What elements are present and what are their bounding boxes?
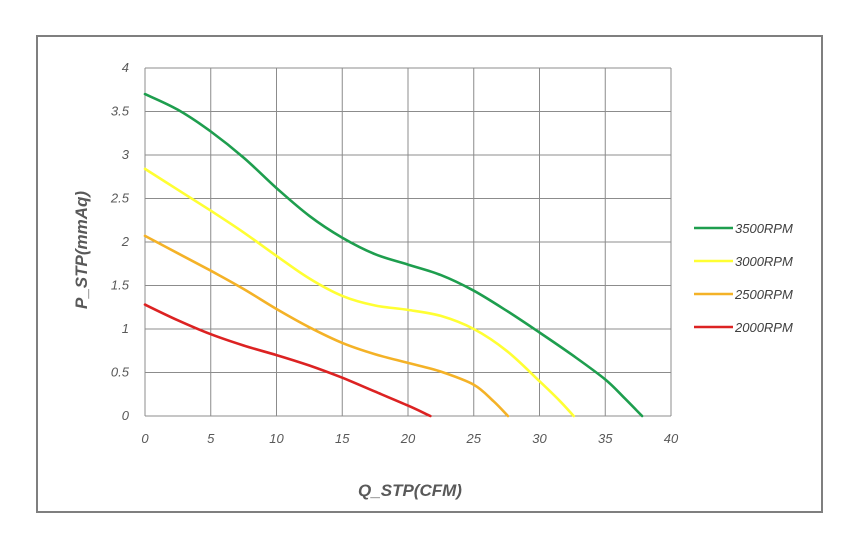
series-lines: [143, 92, 644, 418]
y-tick-label: 3.5: [111, 104, 130, 119]
y-tick-label: 1: [122, 321, 129, 336]
y-tick-label: 3: [122, 147, 130, 162]
x-tick-label: 40: [664, 431, 679, 446]
x-tick-label: 0: [141, 431, 149, 446]
series-line-3500rpm: [143, 92, 644, 418]
legend-label: 2000RPM: [734, 320, 793, 335]
y-tick-label: 1.5: [111, 278, 130, 293]
x-axis-title: Q_STP(CFM): [358, 481, 462, 500]
x-tick-label: 15: [335, 431, 350, 446]
series-line-2500rpm: [143, 234, 510, 418]
y-axis-ticks: 0 0.5 1 1.5 2 2.5 3 3.5 4: [110, 60, 130, 423]
y-tick-label: 0.5: [111, 365, 130, 380]
y-tick-label: 2.5: [110, 191, 130, 206]
x-tick-label: 10: [269, 431, 284, 446]
x-tick-label: 20: [400, 431, 416, 446]
series-line-3000rpm: [143, 167, 575, 418]
y-axis-title: P_STP(mmAq): [72, 191, 91, 309]
legend-label: 3500RPM: [735, 221, 793, 236]
y-tick-label: 0: [122, 408, 130, 423]
legend-label: 3000RPM: [735, 254, 793, 269]
chart-frame: [36, 35, 823, 513]
y-tick-label: 2: [121, 234, 130, 249]
y-tick-label: 4: [122, 60, 129, 75]
series-line-2000rpm: [143, 303, 432, 418]
legend-label: 2500RPM: [734, 287, 793, 302]
x-tick-label: 30: [532, 431, 547, 446]
legend: 3500RPM 3000RPM 2500RPM 2000RPM: [694, 221, 793, 335]
x-tick-label: 25: [466, 431, 482, 446]
x-tick-label: 5: [207, 431, 215, 446]
grid: [144, 67, 672, 417]
x-tick-label: 35: [598, 431, 613, 446]
x-axis-ticks: 0 5 10 15 20 25 30 35 40: [141, 431, 679, 446]
